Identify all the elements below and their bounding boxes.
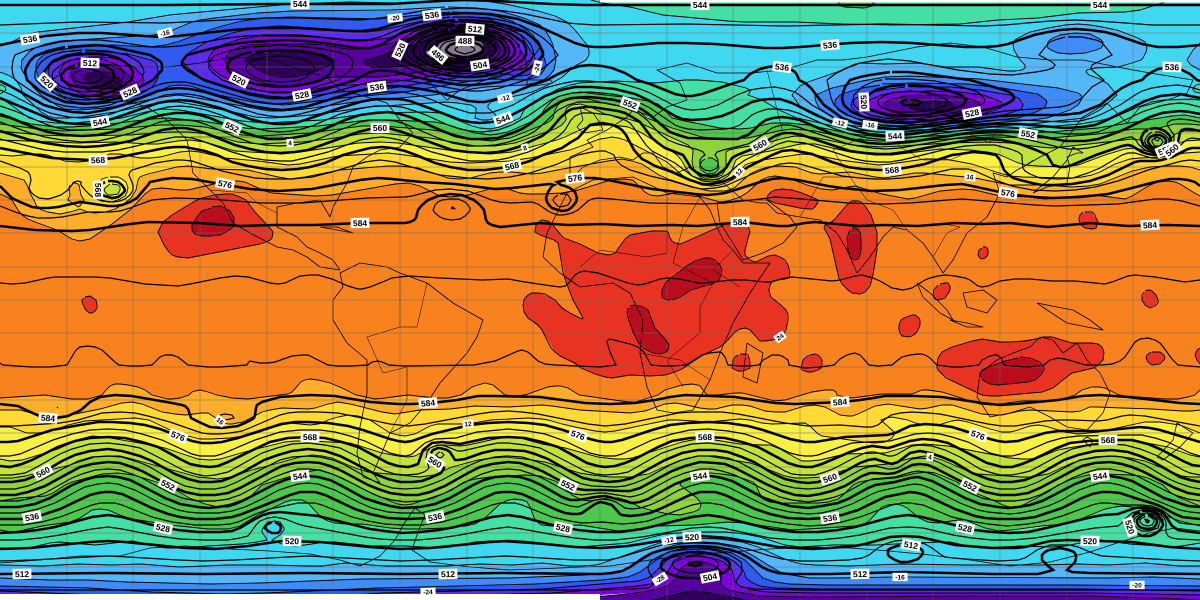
svg-text:544: 544 bbox=[1093, 0, 1107, 10]
svg-text:576: 576 bbox=[970, 428, 987, 442]
svg-text:560: 560 bbox=[373, 123, 387, 133]
svg-text:512: 512 bbox=[467, 24, 482, 35]
svg-text:576: 576 bbox=[170, 429, 187, 444]
svg-text:544: 544 bbox=[692, 470, 708, 482]
svg-text:-20: -20 bbox=[1132, 582, 1142, 589]
svg-text:-16: -16 bbox=[895, 574, 905, 581]
svg-text:512: 512 bbox=[83, 58, 98, 68]
svg-text:576: 576 bbox=[217, 178, 233, 191]
svg-text:8: 8 bbox=[523, 145, 529, 153]
svg-text:544: 544 bbox=[92, 116, 108, 129]
svg-text:520: 520 bbox=[285, 536, 300, 546]
svg-text:-28: -28 bbox=[655, 574, 667, 585]
svg-text:-12: -12 bbox=[500, 94, 511, 103]
svg-text:576: 576 bbox=[570, 428, 587, 442]
svg-text:528: 528 bbox=[555, 522, 571, 535]
svg-text:584: 584 bbox=[733, 217, 748, 227]
svg-text:544: 544 bbox=[1092, 470, 1108, 482]
svg-text:488: 488 bbox=[458, 36, 472, 46]
svg-text:16: 16 bbox=[966, 174, 974, 182]
svg-text:-12: -12 bbox=[664, 536, 675, 545]
svg-text:568: 568 bbox=[504, 160, 520, 173]
svg-text:24: 24 bbox=[775, 332, 785, 342]
svg-text:512: 512 bbox=[903, 539, 919, 551]
svg-text:584: 584 bbox=[353, 218, 368, 228]
svg-text:560: 560 bbox=[822, 471, 839, 485]
svg-text:536: 536 bbox=[369, 81, 385, 93]
svg-text:520: 520 bbox=[685, 532, 700, 543]
svg-text:520: 520 bbox=[1123, 519, 1137, 536]
svg-text:528: 528 bbox=[957, 522, 973, 535]
svg-text:536: 536 bbox=[427, 511, 443, 524]
svg-text:528: 528 bbox=[964, 107, 980, 120]
svg-text:520: 520 bbox=[1083, 536, 1098, 546]
svg-text:568: 568 bbox=[91, 155, 106, 165]
svg-text:544: 544 bbox=[495, 112, 512, 126]
svg-text:552: 552 bbox=[1020, 128, 1036, 140]
svg-text:-16: -16 bbox=[160, 29, 171, 38]
svg-text:12: 12 bbox=[735, 167, 745, 177]
svg-text:536: 536 bbox=[22, 33, 38, 45]
svg-text:544: 544 bbox=[293, 0, 307, 9]
svg-text:568: 568 bbox=[698, 432, 713, 442]
svg-text:504: 504 bbox=[472, 59, 488, 71]
svg-text:512: 512 bbox=[853, 569, 868, 579]
svg-text:-12: -12 bbox=[834, 119, 845, 128]
svg-text:584: 584 bbox=[421, 397, 436, 408]
svg-text:4: 4 bbox=[288, 140, 292, 147]
svg-text:568: 568 bbox=[885, 164, 900, 175]
svg-text:-24: -24 bbox=[423, 589, 433, 596]
svg-text:544: 544 bbox=[888, 131, 903, 141]
svg-text:-24: -24 bbox=[533, 62, 542, 73]
svg-text:512: 512 bbox=[15, 569, 30, 579]
svg-text:576: 576 bbox=[1000, 187, 1016, 199]
svg-text:568: 568 bbox=[93, 183, 103, 197]
svg-text:584: 584 bbox=[40, 413, 55, 424]
svg-text:552: 552 bbox=[622, 97, 639, 111]
svg-text:520: 520 bbox=[859, 95, 870, 110]
svg-text:568: 568 bbox=[1101, 435, 1116, 445]
svg-text:4: 4 bbox=[928, 454, 933, 461]
svg-text:512: 512 bbox=[441, 569, 456, 579]
svg-text:-20: -20 bbox=[390, 15, 400, 23]
svg-text:536: 536 bbox=[24, 511, 40, 524]
svg-text:576: 576 bbox=[567, 172, 583, 184]
svg-text:536: 536 bbox=[424, 9, 440, 21]
svg-text:536: 536 bbox=[822, 512, 838, 524]
svg-text:528: 528 bbox=[294, 89, 310, 102]
svg-text:584: 584 bbox=[1143, 220, 1158, 231]
svg-text:568: 568 bbox=[303, 432, 318, 442]
svg-text:544: 544 bbox=[693, 0, 707, 10]
svg-text:536: 536 bbox=[823, 39, 838, 50]
svg-text:528: 528 bbox=[155, 522, 171, 535]
svg-text:504: 504 bbox=[702, 571, 718, 584]
svg-text:536: 536 bbox=[774, 61, 790, 73]
svg-text:544: 544 bbox=[292, 470, 308, 482]
svg-text:16: 16 bbox=[215, 417, 225, 427]
svg-text:584: 584 bbox=[833, 397, 848, 408]
svg-text:536: 536 bbox=[1165, 62, 1180, 72]
svg-text:12: 12 bbox=[464, 421, 472, 429]
svg-text:-16: -16 bbox=[865, 122, 876, 130]
